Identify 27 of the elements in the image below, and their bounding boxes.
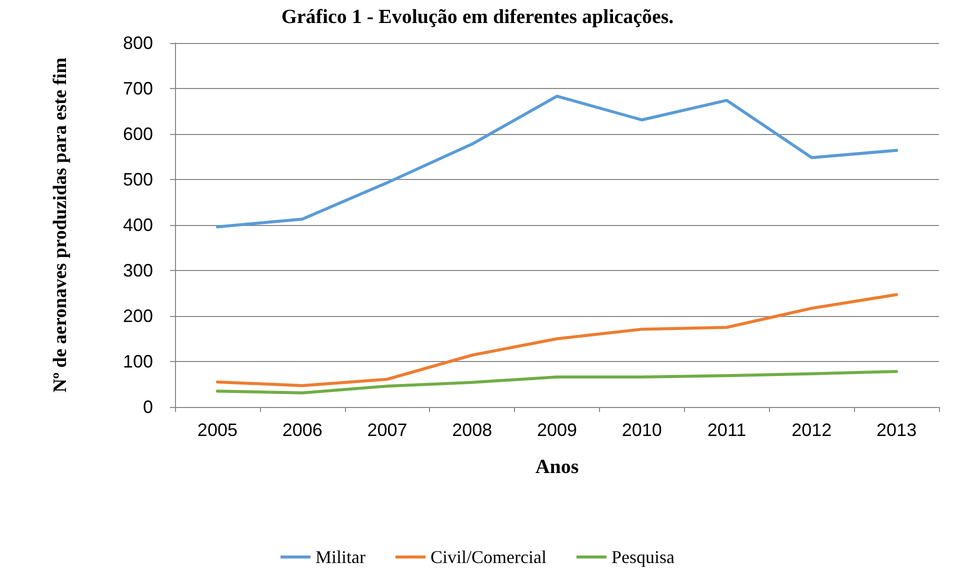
- legend-label: Civil/Comercial: [430, 547, 546, 567]
- x-tick-label: 2013: [876, 420, 917, 440]
- chart-title: Gráfico 1 - Evolução em diferentes aplicações.: [281, 6, 674, 28]
- x-tick-label: 2011: [707, 420, 746, 440]
- x-axis-title: Anos: [535, 456, 579, 478]
- x-tick-label: 2005: [197, 420, 238, 440]
- line-series: [216, 293, 898, 388]
- y-tick-label: 200: [122, 306, 153, 326]
- y-tick-label: 100: [122, 352, 153, 372]
- y-tick-label: 500: [122, 170, 153, 190]
- y-tick-label: 0: [142, 397, 153, 417]
- x-tick-label: 2010: [622, 420, 662, 440]
- y-tick-label: 400: [122, 215, 153, 235]
- line-series: [216, 370, 898, 394]
- line-series: [216, 94, 898, 228]
- y-axis-title: Nº de aeronaves produzidas para este fim: [50, 57, 71, 392]
- legend-label: Militar: [316, 547, 366, 567]
- x-tick-label: 2012: [792, 420, 832, 440]
- x-tick-label: 2006: [282, 420, 322, 440]
- y-tick-label: 800: [122, 33, 153, 53]
- y-tick-label: 600: [122, 124, 153, 144]
- x-tick-label: 2008: [452, 420, 492, 440]
- y-tick-label: 700: [122, 78, 153, 98]
- y-tick-label: 300: [122, 260, 153, 280]
- legend-label: Pesquisa: [611, 547, 674, 567]
- x-tick-label: 2009: [536, 420, 578, 440]
- x-tick-label: 2007: [367, 420, 408, 440]
